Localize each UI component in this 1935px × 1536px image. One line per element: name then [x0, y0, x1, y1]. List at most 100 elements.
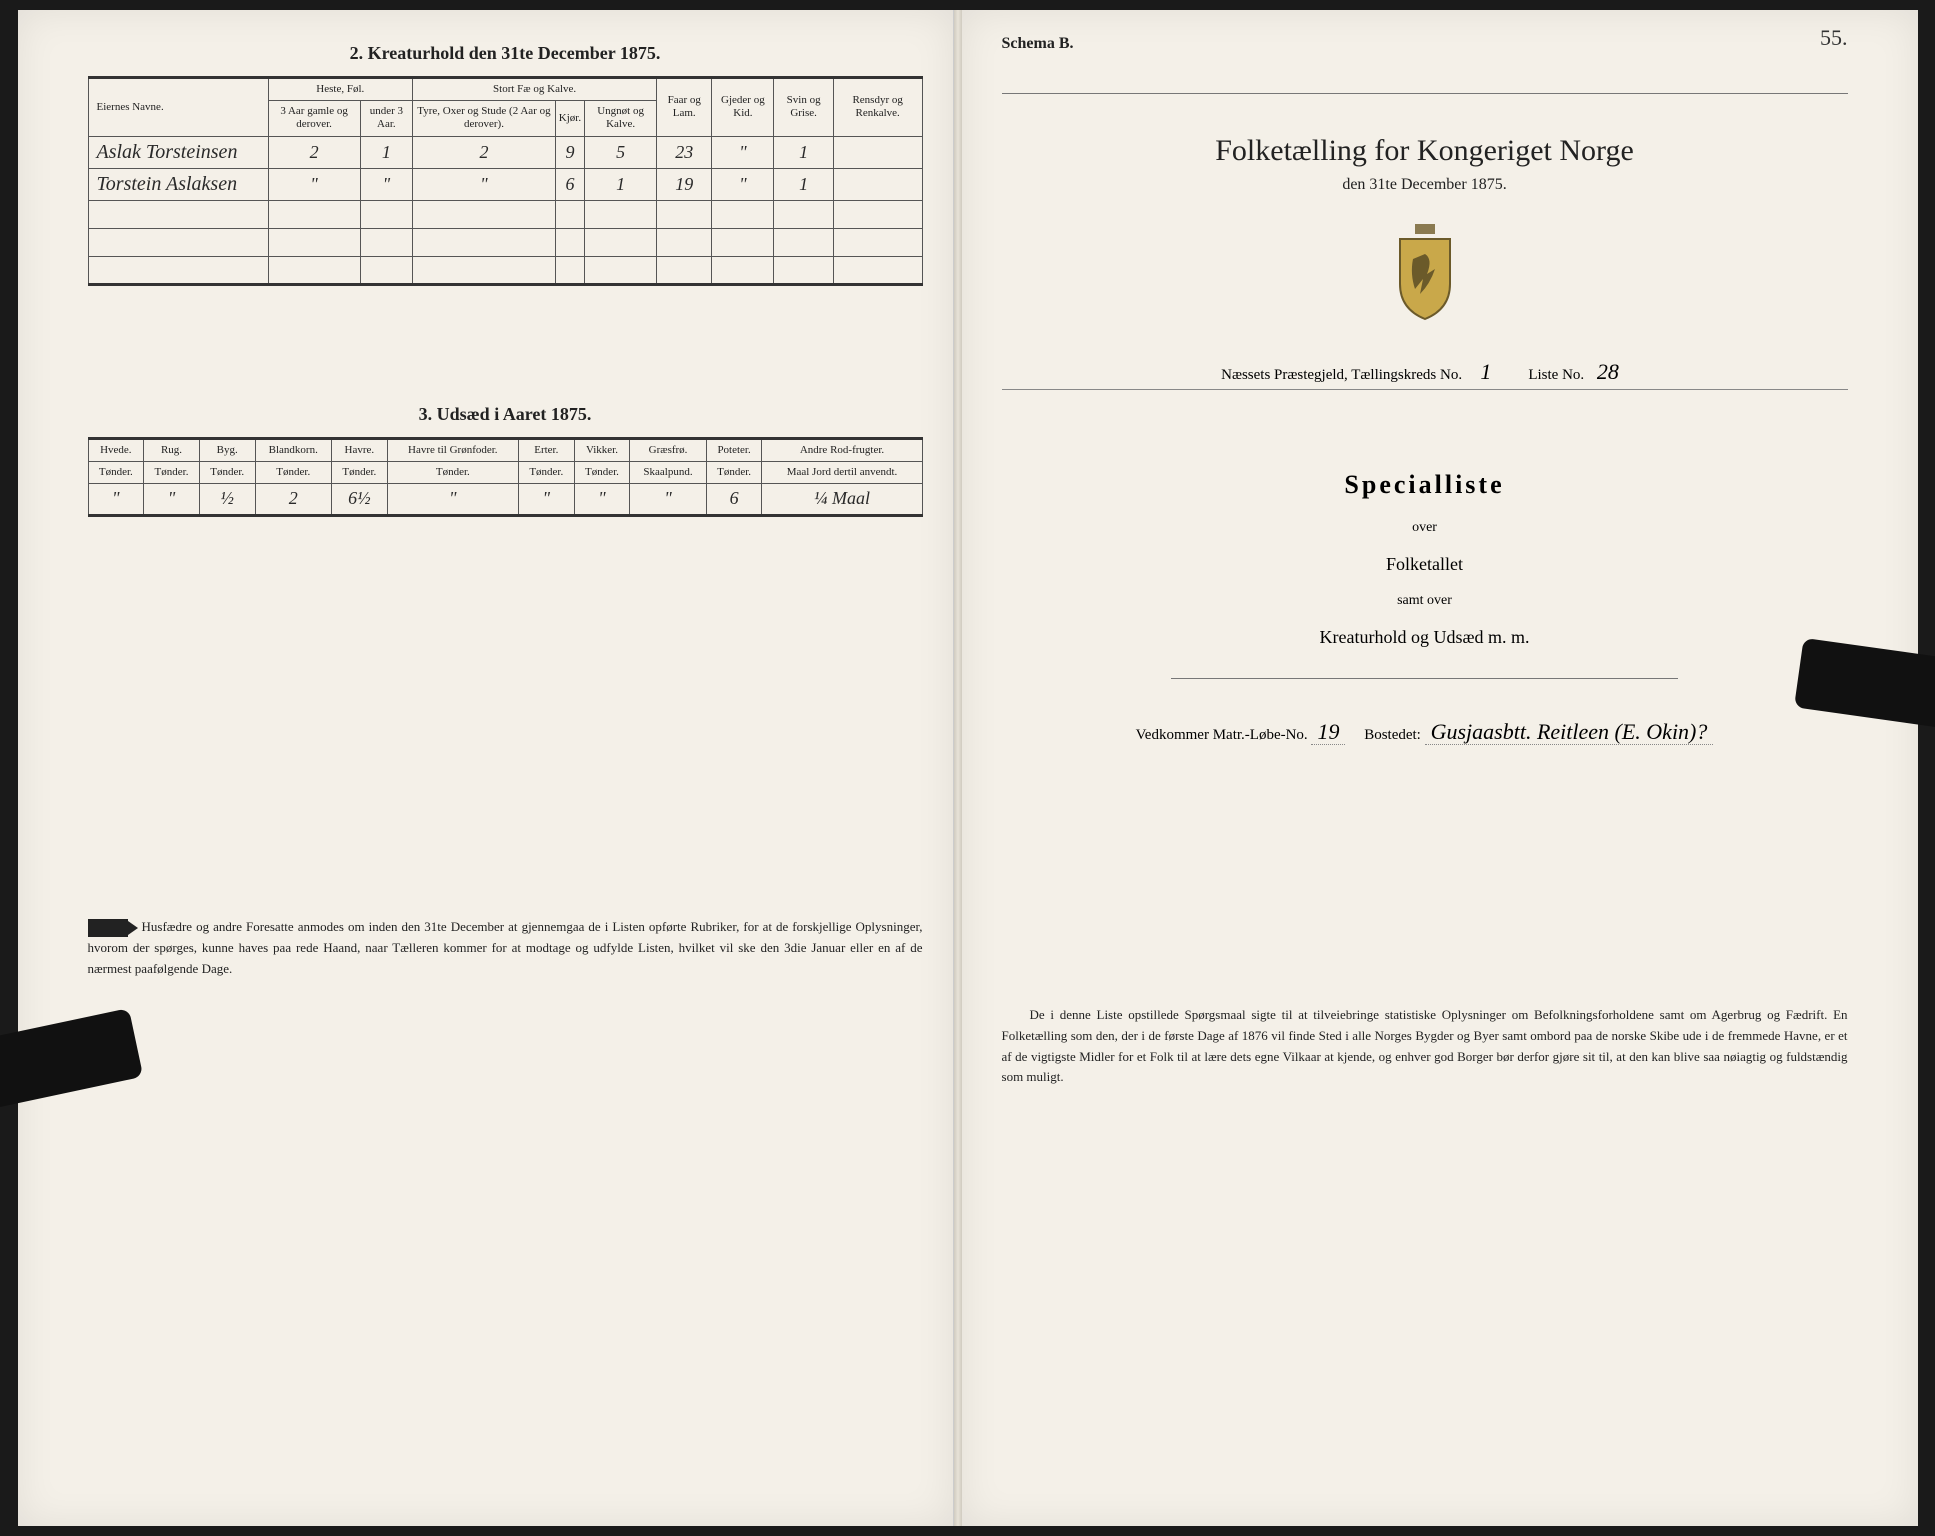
cell: 6 [706, 483, 762, 515]
vedk-label2: Bostedet: [1364, 727, 1421, 743]
kreaturhold-table: Eiernes Navne. Heste, Føl. Stort Fæ og K… [88, 76, 923, 286]
samt-label: samt over [1002, 593, 1848, 609]
cell [833, 136, 922, 168]
folketallet-label: Folketallet [1002, 554, 1848, 575]
th: Græsfrø. [630, 438, 706, 461]
table-row [88, 228, 922, 256]
cell: " [268, 168, 360, 200]
description-paragraph: De i denne Liste opstillede Spørgsmaal s… [1002, 1005, 1848, 1088]
th: Andre Rod-frugter. [762, 438, 922, 461]
th-h2: under 3 Aar. [360, 101, 412, 136]
th-s2: Kjør. [555, 101, 584, 136]
th: Havre til Grønfoder. [387, 438, 518, 461]
left-page: 2. Kreaturhold den 31te December 1875. E… [18, 10, 954, 1526]
footer-note: Husfædre og andre Foresatte anmodes om i… [88, 917, 923, 979]
th-sub: Tønder. [331, 461, 387, 483]
cell: 6½ [331, 483, 387, 515]
table-row: Aslak Torsteinsen 2 1 2 9 5 23 " 1 [88, 136, 922, 168]
cell: 1 [774, 168, 833, 200]
cell: 1 [360, 136, 412, 168]
sub-date: den 31te December 1875. [1002, 176, 1848, 194]
cell: " [144, 483, 200, 515]
book-spine [954, 10, 962, 1526]
over-label: over [1002, 520, 1848, 536]
meta-line: Næssets Præstegjeld, Tællingskreds No. 1… [1002, 359, 1848, 390]
th-sub: Tønder. [255, 461, 331, 483]
cell: 5 [585, 136, 657, 168]
th-sub: Skaalpund. [630, 461, 706, 483]
praeste-val: 1 [1466, 359, 1506, 385]
page-clip-left [0, 1008, 143, 1114]
th-heste: Heste, Føl. [268, 78, 413, 101]
th-sub: Tønder. [199, 461, 255, 483]
cell: 9 [555, 136, 584, 168]
th-sub: Tønder. [88, 461, 144, 483]
cell [833, 168, 922, 200]
th-stort: Stort Fæ og Kalve. [413, 78, 657, 101]
cell-name: Torstein Aslaksen [88, 168, 268, 200]
cell: " [360, 168, 412, 200]
kreaturhold-label: Kreaturhold og Udsæd m. m. [1002, 627, 1848, 648]
th-sub: Tønder. [144, 461, 200, 483]
cell: " [574, 483, 630, 515]
th-faar: Faar og Lam. [657, 78, 712, 137]
cell: ¼ Maal [762, 483, 922, 515]
th: Poteter. [706, 438, 762, 461]
section2-title: 2. Kreaturhold den 31te December 1875. [88, 43, 923, 64]
cell: 23 [657, 136, 712, 168]
th-eier: Eiernes Navne. [88, 78, 268, 137]
th-gjeder: Gjeder og Kid. [712, 78, 774, 137]
table-row [88, 200, 922, 228]
book-spread: 2. Kreaturhold den 31te December 1875. E… [18, 10, 1918, 1526]
th-svin: Svin og Grise. [774, 78, 833, 137]
th: Havre. [331, 438, 387, 461]
table-row [88, 256, 922, 284]
coat-of-arms-icon [1002, 224, 1848, 329]
cell: 2 [413, 136, 556, 168]
page-number: 55. [1820, 25, 1848, 51]
liste-val: 28 [1588, 359, 1628, 385]
th-sub: Maal Jord dertil anvendt. [762, 461, 922, 483]
cell: 2 [255, 483, 331, 515]
vedk-val2: Gusjaasbtt. Reitleen (E. Okin)? [1425, 719, 1714, 745]
cell: 19 [657, 168, 712, 200]
schema-label: Schema B. [1002, 35, 1848, 53]
vedkommer-line: Vedkommer Matr.-Løbe-No. 19 Bostedet: Gu… [1002, 719, 1848, 745]
table-row: " " ½ 2 6½ " " " " 6 ¼ Maal [88, 483, 922, 515]
cell: " [88, 483, 144, 515]
th-s3: Ungnøt og Kalve. [585, 101, 657, 136]
cell: " [413, 168, 556, 200]
right-page: 55. Schema B. Folketælling for Kongerige… [962, 10, 1918, 1526]
cell: " [387, 483, 518, 515]
cell: " [630, 483, 706, 515]
cell-name: Aslak Torsteinsen [88, 136, 268, 168]
liste-label: Liste No. [1528, 367, 1584, 383]
th-sub: Tønder. [706, 461, 762, 483]
section3-title: 3. Udsæd i Aaret 1875. [88, 404, 923, 425]
th-sub: Tønder. [518, 461, 574, 483]
main-title: Folketælling for Kongeriget Norge [1002, 134, 1848, 168]
th: Rug. [144, 438, 200, 461]
th-sub: Tønder. [387, 461, 518, 483]
footer-text: Husfædre og andre Foresatte anmodes om i… [88, 919, 923, 976]
th: Blandkorn. [255, 438, 331, 461]
specialliste-title: Specialliste [1002, 470, 1848, 500]
pointer-icon [88, 919, 128, 937]
cell: 6 [555, 168, 584, 200]
udsaed-table: Hvede. Rug. Byg. Blandkorn. Havre. Havre… [88, 437, 923, 517]
cell: " [518, 483, 574, 515]
th: Hvede. [88, 438, 144, 461]
th-sub: Tønder. [574, 461, 630, 483]
rule [1002, 93, 1848, 94]
th: Erter. [518, 438, 574, 461]
th-h1: 3 Aar gamle og derover. [268, 101, 360, 136]
cell: 1 [774, 136, 833, 168]
vedk-val1: 19 [1311, 719, 1345, 745]
vedk-label1: Vedkommer Matr.-Løbe-No. [1136, 727, 1308, 743]
th-s1: Tyre, Oxer og Stude (2 Aar og derover). [413, 101, 556, 136]
cell: " [712, 136, 774, 168]
cell: " [712, 168, 774, 200]
th-ren: Rensdyr og Renkalve. [833, 78, 922, 137]
praeste-label: Næssets Præstegjeld, Tællingskreds No. [1221, 367, 1462, 383]
th: Vikker. [574, 438, 630, 461]
